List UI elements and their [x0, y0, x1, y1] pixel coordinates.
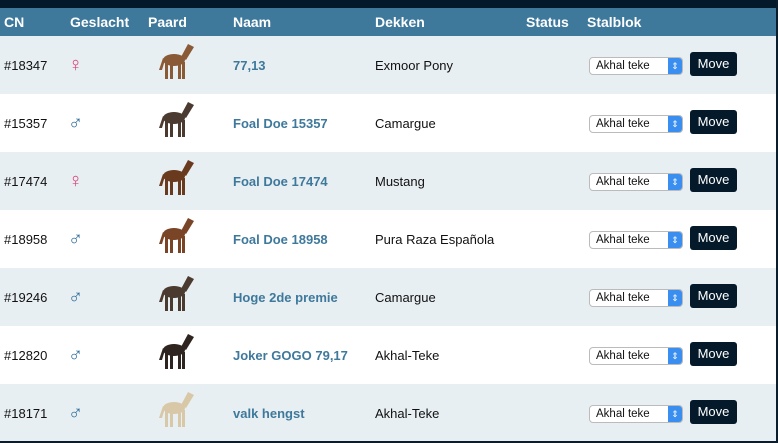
breed: Camargue	[375, 290, 436, 305]
chevron-updown-icon: ⇕	[668, 232, 682, 248]
chevron-updown-icon: ⇕	[668, 348, 682, 364]
table-row: #18171 ♂ valk hengst Akhal-Teke Akhal te…	[0, 384, 776, 441]
stalblok-value: Akhal teke	[596, 60, 650, 72]
stalblok-select[interactable]: Akhal teke ⇕	[589, 405, 683, 423]
cn: #18171	[4, 406, 48, 421]
table-row: #17474 ♀ Foal Doe 17474 Mustang Akhal te…	[0, 152, 776, 210]
table-row: #19246 ♂ Hoge 2de premie Camargue Akhal …	[0, 268, 776, 326]
stalblok-select[interactable]: Akhal teke ⇕	[589, 115, 683, 133]
breed: Mustang	[375, 174, 425, 189]
cn: #19246	[4, 290, 48, 305]
stalblok-value: Akhal teke	[596, 234, 650, 246]
table-row: #18347 ♀ 77,13 Exmoor Pony Akhal teke ⇕ M…	[0, 36, 776, 94]
horse-image[interactable]	[152, 272, 202, 314]
table-row: #12820 ♂ Joker GOGO 79,17 Akhal-Teke Akh…	[0, 326, 776, 384]
col-status: Status	[526, 14, 569, 30]
move-button[interactable]: Move	[690, 284, 737, 308]
stalblok-select[interactable]: Akhal teke ⇕	[589, 231, 683, 249]
female-icon: ♀	[68, 170, 83, 192]
chevron-updown-icon: ⇕	[668, 58, 682, 74]
stalblok-select[interactable]: Akhal teke ⇕	[589, 289, 683, 307]
col-paard: Paard	[148, 14, 187, 30]
col-dekken: Dekken	[375, 14, 425, 30]
chevron-updown-icon: ⇕	[668, 174, 682, 190]
cn: #12820	[4, 348, 48, 363]
horse-name-link[interactable]: Hoge 2de premie	[233, 290, 338, 305]
female-icon: ♀	[68, 54, 83, 76]
male-icon: ♂	[68, 112, 83, 134]
stalblok-select[interactable]: Akhal teke ⇕	[589, 173, 683, 191]
horse-image[interactable]	[152, 156, 202, 198]
male-icon: ♂	[68, 228, 83, 250]
move-button[interactable]: Move	[690, 52, 737, 76]
move-button[interactable]: Move	[690, 342, 737, 366]
horse-name-link[interactable]: Foal Doe 17474	[233, 174, 328, 189]
horse-name-link[interactable]: 77,13	[233, 58, 266, 73]
male-icon: ♂	[68, 344, 83, 366]
horse-image[interactable]	[152, 388, 202, 430]
chevron-updown-icon: ⇕	[668, 406, 682, 422]
breed: Akhal-Teke	[375, 348, 440, 363]
horse-name-link[interactable]: Foal Doe 18958	[233, 232, 328, 247]
table-row: #18958 ♂ Foal Doe 18958 Pura Raza Españo…	[0, 210, 776, 268]
table-row: #15357 ♂ Foal Doe 15357 Camargue Akhal t…	[0, 94, 776, 152]
horse-name-link[interactable]: valk hengst	[233, 406, 305, 421]
col-cn: CN	[4, 14, 25, 30]
breed: Akhal-Teke	[375, 406, 440, 421]
stalblok-value: Akhal teke	[596, 350, 650, 362]
cn: #15357	[4, 116, 48, 131]
cn: #17474	[4, 174, 48, 189]
move-button[interactable]: Move	[690, 168, 737, 192]
stalblok-select[interactable]: Akhal teke ⇕	[589, 347, 683, 365]
table-header: CN Geslacht Paard Naam Dekken Status Sta…	[0, 8, 776, 36]
stalblok-value: Akhal teke	[596, 408, 650, 420]
move-button[interactable]: Move	[690, 400, 737, 424]
horse-image[interactable]	[152, 40, 202, 82]
horse-name-link[interactable]: Foal Doe 15357	[233, 116, 328, 131]
col-naam: Naam	[233, 14, 272, 30]
top-bar	[0, 0, 776, 8]
move-button[interactable]: Move	[690, 226, 737, 250]
cn: #18958	[4, 232, 48, 247]
male-icon: ♂	[68, 402, 83, 424]
cn: #18347	[4, 58, 48, 73]
col-geslacht: Geslacht	[70, 14, 130, 30]
stalblok-value: Akhal teke	[596, 118, 650, 130]
horse-image[interactable]	[152, 214, 202, 256]
chevron-updown-icon: ⇕	[668, 290, 682, 306]
horse-image[interactable]	[152, 330, 202, 372]
breed: Pura Raza Española	[375, 232, 495, 247]
breed: Camargue	[375, 116, 436, 131]
move-button[interactable]: Move	[690, 110, 737, 134]
horse-image[interactable]	[152, 98, 202, 140]
col-stalblok: Stalblok	[587, 14, 642, 30]
stalblok-value: Akhal teke	[596, 292, 650, 304]
breed: Exmoor Pony	[375, 58, 454, 73]
chevron-updown-icon: ⇕	[668, 116, 682, 132]
stalblok-value: Akhal teke	[596, 176, 650, 188]
horse-name-link[interactable]: Joker GOGO 79,17	[233, 348, 348, 363]
stalblok-select[interactable]: Akhal teke ⇕	[589, 57, 683, 75]
male-icon: ♂	[68, 286, 83, 308]
